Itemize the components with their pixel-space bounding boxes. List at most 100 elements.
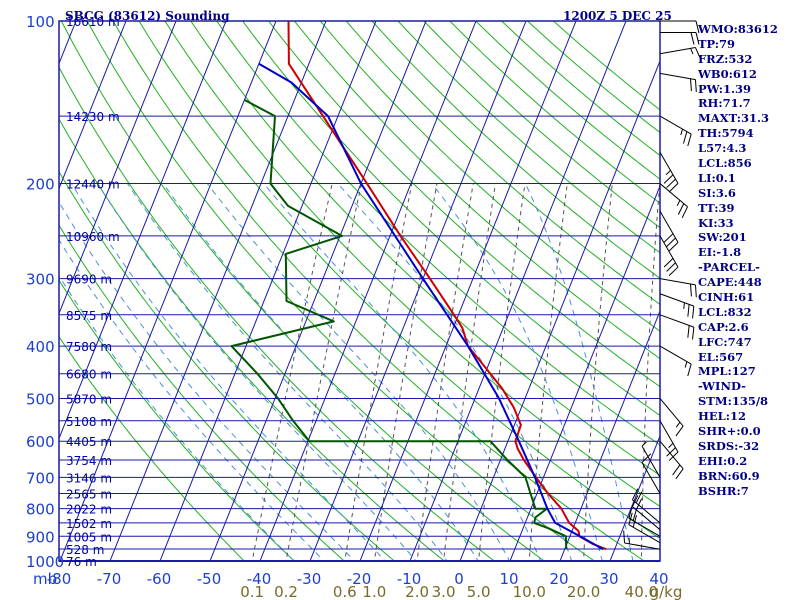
dry-adiabat [164, 21, 660, 508]
index-item: LI:0.1 [698, 170, 736, 185]
height-label: 2565 m [66, 488, 112, 502]
wind-barb [631, 488, 661, 524]
background-grid [0, 9, 660, 572]
temperature-tick-label: -80 [47, 570, 72, 588]
barb-staff [659, 278, 696, 286]
isotherm [609, 434, 660, 561]
moist-adiabat [431, 183, 603, 561]
mixing-ratio-line [478, 183, 526, 561]
index-item: TP:79 [698, 36, 736, 51]
isotherm [0, 9, 31, 572]
barb-staff [632, 506, 661, 531]
index-item: RH:71.7 [698, 96, 751, 111]
height-label: 4405 m [66, 435, 112, 449]
barb-staff [641, 462, 661, 494]
index-item: SW:201 [698, 230, 747, 245]
height-label: 5870 m [66, 392, 112, 406]
barb-half [665, 170, 671, 176]
dry-adiabat [138, 21, 660, 540]
temperature-tick-label: -60 [147, 570, 172, 588]
moist-adiabat [59, 201, 356, 561]
barb-flag [687, 133, 692, 147]
indices-panel: WMO:83612 TP:79 FRZ:532 WB0:612 PW:1.39 RH:71… [698, 22, 798, 499]
barb-staff [659, 183, 688, 208]
height-label: 9690 m [66, 273, 112, 287]
dry-adiabat [60, 21, 546, 561]
height-label: 76 m [66, 555, 97, 569]
mixing-ratio-label: 0.1 [240, 583, 264, 600]
dry-adiabat [319, 21, 660, 332]
dry-adiabat [86, 21, 596, 561]
height-label: 5108 m [66, 415, 112, 429]
barb-staff [628, 517, 661, 537]
isotherm [159, 21, 377, 561]
moist-adiabat [97, 183, 417, 561]
wind-barb [659, 235, 679, 277]
pressure-tick-label: 300 [26, 271, 55, 289]
barb-flag [623, 530, 626, 544]
wind-barb [659, 420, 679, 461]
barb-flag [690, 32, 695, 45]
barb-flag [690, 78, 692, 92]
height-label: 8575 m [66, 309, 112, 323]
moist-adiabat [127, 183, 448, 561]
parcel-profile [258, 62, 604, 551]
dry-adiabat [59, 279, 296, 561]
height-label: 7580 m [66, 340, 112, 354]
mixing-ratio-line [528, 183, 568, 561]
height-label: 3146 m [66, 471, 112, 485]
mixing-ratio-label: 3.0 [432, 583, 456, 600]
mixing-ratio-label: 5.0 [467, 583, 491, 600]
index-item: BSHR:7 [698, 483, 749, 498]
barb-flag [687, 304, 690, 317]
height-label: 2022 m [66, 503, 112, 517]
index-item: LCL:832 [698, 304, 752, 319]
index-item: SHR+:0.0 [698, 424, 761, 439]
barb-flag [692, 327, 695, 340]
barb-flag [666, 262, 676, 272]
barb-flag [668, 266, 679, 277]
barb-flag [666, 237, 676, 247]
index-item: PW:1.39 [698, 81, 752, 96]
barb-half [690, 48, 694, 55]
barb-half [684, 361, 688, 368]
wind-barb [659, 151, 679, 193]
wind-barb [641, 441, 661, 478]
dry-adiabat [216, 21, 660, 446]
wind-barb [659, 398, 684, 437]
height-label: 1502 m [66, 517, 112, 531]
moist-adiabat [524, 183, 634, 561]
mixing-ratio-line [640, 183, 660, 561]
mixing-ratio-line [373, 183, 438, 561]
temperature-tick-label: -20 [347, 570, 372, 588]
wind-barb [659, 183, 689, 219]
index-item: WB0:612 [698, 66, 757, 81]
mixing-ratio-label: g/kg [650, 583, 683, 600]
barb-staff [659, 314, 694, 328]
barb-staff [659, 420, 679, 453]
barb-flag [694, 47, 701, 60]
index-item: SI:3.6 [698, 185, 736, 200]
moist-adiabat [206, 183, 511, 561]
temperature-tick-label: 40 [649, 570, 668, 588]
barb-flag [641, 453, 652, 463]
index-item: FRZ:532 [698, 51, 753, 66]
moist-adiabat [71, 183, 386, 561]
barb-flag [695, 20, 700, 34]
barb-flag [668, 451, 679, 461]
height-label: 10960 m [66, 230, 120, 244]
dry-adiabat [267, 21, 660, 388]
wind-barb [623, 530, 661, 550]
temperature-tick-label: -10 [397, 570, 422, 588]
mixing-ratio-line [285, 183, 362, 561]
station-title: SBCG (83612) Sounding [65, 9, 230, 23]
wind-barb [628, 506, 661, 537]
barb-half [668, 442, 674, 448]
temperature-tick-label: 10 [499, 570, 518, 588]
pressure-tick-label: 500 [26, 390, 55, 408]
barb-half [676, 200, 681, 207]
moist-adiabat [162, 183, 479, 561]
temperature-tick-label: -70 [97, 570, 122, 588]
barb-staff [628, 524, 661, 544]
